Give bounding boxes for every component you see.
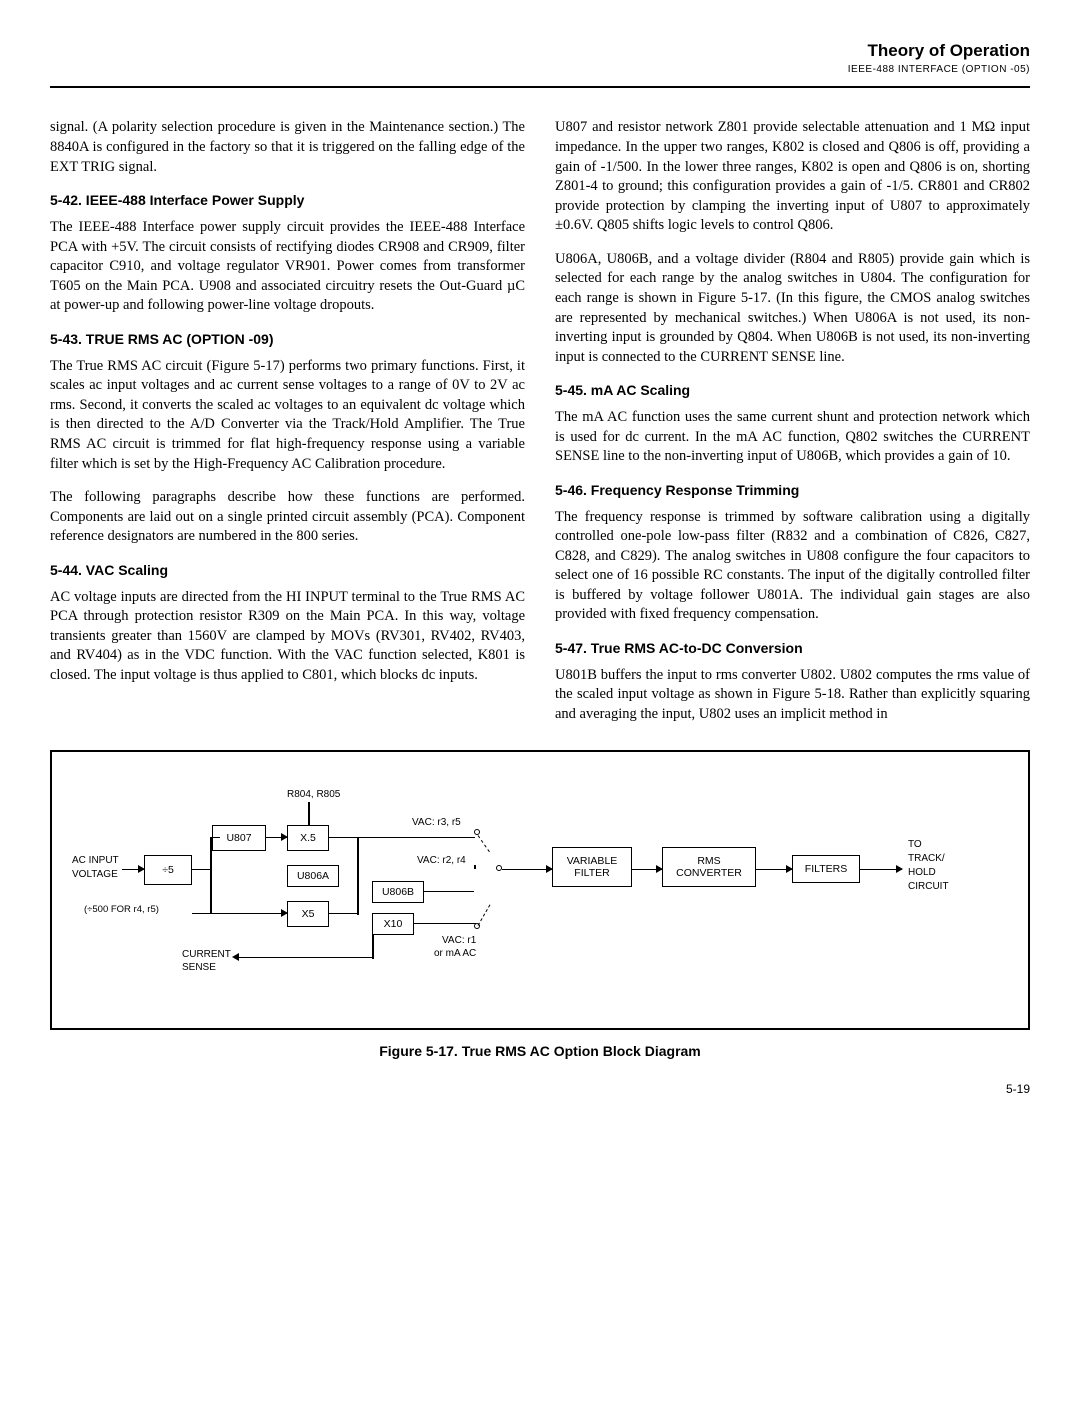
box-x10: X10 bbox=[372, 913, 414, 935]
arrowhead-icon bbox=[786, 865, 793, 873]
switch-arm bbox=[478, 904, 491, 925]
label: VARIABLE bbox=[567, 855, 618, 867]
section-heading: 5-47. True RMS AC-to-DC Conversion bbox=[555, 639, 1030, 658]
label: RMS bbox=[697, 855, 720, 867]
para: U806A, U806B, and a voltage divider (R80… bbox=[555, 250, 1030, 367]
wire bbox=[237, 957, 372, 959]
arrowhead-icon bbox=[896, 865, 903, 873]
label-track: TRACK/ bbox=[908, 853, 945, 864]
switch-arm bbox=[478, 835, 490, 852]
box-u806b: U806B bbox=[372, 881, 424, 903]
section-heading: 5-43. TRUE RMS AC (OPTION -09) bbox=[50, 330, 525, 349]
label-current: CURRENT bbox=[182, 949, 231, 960]
wire bbox=[308, 802, 310, 825]
section-heading: 5-42. IEEE-488 Interface Power Supply bbox=[50, 191, 525, 210]
body-columns: signal. (A polarity selection procedure … bbox=[50, 118, 1030, 724]
wire bbox=[474, 865, 476, 869]
para: U801B buffers the input to rms converter… bbox=[555, 666, 1030, 725]
para: U807 and resistor network Z801 provide s… bbox=[555, 118, 1030, 235]
box-u806a: U806A bbox=[287, 865, 339, 887]
para: The mA AC function uses the same current… bbox=[555, 408, 1030, 467]
wire bbox=[502, 869, 552, 871]
para: The frequency response is trimmed by sof… bbox=[555, 508, 1030, 625]
para: The following paragraphs describe how th… bbox=[50, 488, 525, 547]
label-vac-r2r4: VAC: r2, r4 bbox=[417, 855, 466, 866]
page-header-title: Theory of Operation bbox=[50, 40, 1030, 63]
label-ac-input: AC INPUT bbox=[72, 855, 119, 866]
arrowhead-icon bbox=[281, 833, 288, 841]
wire bbox=[357, 837, 359, 915]
box-rms-converter: RMS CONVERTER bbox=[662, 847, 756, 887]
wire bbox=[192, 913, 287, 915]
arrowhead-icon bbox=[138, 865, 145, 873]
para: signal. (A polarity selection procedure … bbox=[50, 118, 525, 177]
para: The IEEE-488 Interface power supply circ… bbox=[50, 218, 525, 316]
arrowhead-icon bbox=[281, 909, 288, 917]
para: The True RMS AC circuit (Figure 5-17) pe… bbox=[50, 357, 525, 474]
switch-node bbox=[474, 829, 480, 835]
wire bbox=[329, 913, 357, 915]
wire bbox=[372, 935, 374, 959]
wire bbox=[329, 837, 357, 839]
label-sense: SENSE bbox=[182, 962, 216, 973]
arrowhead-icon bbox=[656, 865, 663, 873]
label-r804: R804, R805 bbox=[287, 789, 340, 800]
label-voltage: VOLTAGE bbox=[72, 869, 118, 880]
section-heading: 5-44. VAC Scaling bbox=[50, 561, 525, 580]
label-to: TO bbox=[908, 839, 922, 850]
wire bbox=[357, 837, 475, 839]
label-div500: (÷500 FOR r4, r5) bbox=[84, 905, 159, 915]
box-variable-filter: VARIABLE FILTER bbox=[552, 847, 632, 887]
label: FILTER bbox=[574, 867, 609, 879]
box-xp5: X.5 bbox=[287, 825, 329, 851]
box-filters: FILTERS bbox=[792, 855, 860, 883]
arrowhead-icon bbox=[232, 953, 239, 961]
box-u807: U807 bbox=[212, 825, 266, 851]
label-hold: HOLD bbox=[908, 867, 936, 878]
box-div5: ÷5 bbox=[144, 855, 192, 885]
block-diagram: AC INPUT VOLTAGE (÷500 FOR r4, r5) ÷5 U8… bbox=[72, 777, 1008, 998]
section-heading: 5-46. Frequency Response Trimming bbox=[555, 481, 1030, 500]
figure-caption: Figure 5-17. True RMS AC Option Block Di… bbox=[50, 1042, 1030, 1061]
wire bbox=[210, 837, 220, 839]
page-header-sub: IEEE-488 INTERFACE (OPTION -05) bbox=[50, 63, 1030, 77]
wire bbox=[210, 837, 212, 913]
page-number: 5-19 bbox=[50, 1081, 1030, 1097]
label-vac-r3r5: VAC: r3, r5 bbox=[412, 817, 461, 828]
wire bbox=[192, 869, 212, 871]
wire bbox=[414, 923, 476, 925]
label-or-ma: or mA AC bbox=[434, 948, 476, 959]
header-rule bbox=[50, 86, 1030, 88]
wire bbox=[424, 891, 474, 893]
label-vac-r1: VAC: r1 bbox=[442, 935, 476, 946]
label-circuit: CIRCUIT bbox=[908, 881, 949, 892]
label: CONVERTER bbox=[676, 867, 742, 879]
section-heading: 5-45. mA AC Scaling bbox=[555, 381, 1030, 400]
box-x5: X5 bbox=[287, 901, 329, 927]
figure-box: AC INPUT VOLTAGE (÷500 FOR r4, r5) ÷5 U8… bbox=[50, 750, 1030, 1030]
para: AC voltage inputs are directed from the … bbox=[50, 588, 525, 686]
